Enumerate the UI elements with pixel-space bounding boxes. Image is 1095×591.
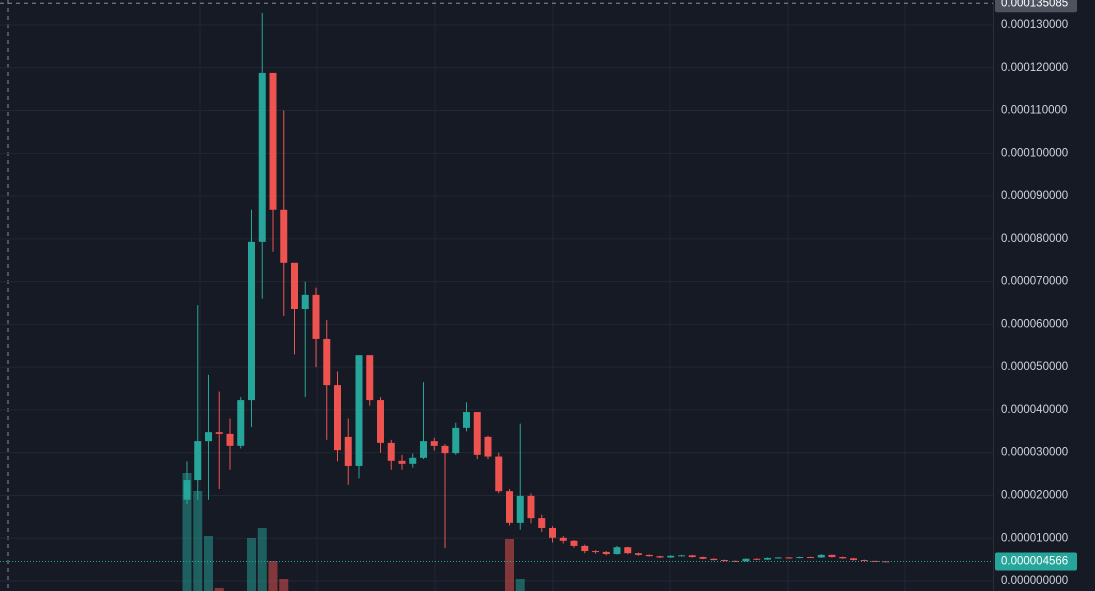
candle-body: [527, 495, 535, 519]
candle-body: [656, 556, 664, 558]
y-tick-label: 0.000080000: [1001, 233, 1068, 245]
candle-body: [258, 72, 266, 242]
volume-bar: [505, 539, 514, 591]
candle-body: [452, 427, 460, 454]
candle-body: [344, 436, 352, 466]
candle-body: [248, 241, 255, 401]
y-tick-label: 0.000070000: [1001, 276, 1068, 288]
y-tick-label: 0.000120000: [1001, 62, 1068, 74]
candle-body: [409, 457, 417, 464]
candle-body: [667, 555, 675, 558]
candle-body: [807, 557, 814, 559]
candle-body: [592, 551, 599, 553]
candle-body: [645, 554, 653, 557]
candle-body: [774, 557, 782, 559]
candle-body: [473, 412, 481, 455]
last-price-label: 0.000004566: [1001, 556, 1068, 568]
candle-body: [538, 518, 546, 528]
candle-body: [635, 553, 642, 555]
candle-body: [301, 294, 309, 309]
candle-body: [441, 445, 449, 454]
candle-body: [495, 456, 503, 492]
candle-body: [710, 558, 718, 561]
candle-body: [183, 480, 191, 500]
candle-body: [559, 537, 567, 541]
candle-body: [269, 72, 277, 210]
candle-body: [602, 551, 610, 555]
volume-bars: [182, 473, 525, 591]
crosshair-box: [995, 0, 1077, 13]
y-tick-label: 0.000100000: [1001, 147, 1068, 159]
candle-body: [516, 495, 524, 523]
candle-body: [398, 460, 406, 464]
candle-body: [860, 560, 868, 562]
crosshair-label: 0.000135085: [1001, 0, 1068, 9]
candle-body: [570, 540, 578, 546]
candle-body: [387, 442, 395, 461]
candle-body: [742, 558, 750, 562]
candle-body: [420, 441, 427, 458]
candle-body: [280, 209, 288, 263]
y-tick-label: 0.000010000: [1001, 532, 1068, 544]
candle-body: [430, 441, 438, 446]
candle-body: [334, 385, 341, 451]
candle-body: [613, 547, 621, 555]
candle-body: [215, 432, 223, 434]
candle-body: [764, 557, 771, 560]
volume-bar: [268, 561, 278, 591]
last-price-box: [995, 552, 1077, 571]
y-tick-label: 0.000090000: [1001, 190, 1068, 202]
candle-body: [226, 433, 234, 446]
candle-body: [484, 436, 492, 457]
volume-bar: [214, 588, 224, 591]
candle-body: [753, 558, 761, 560]
vertical-grid: [199, 0, 906, 591]
candle-body: [796, 557, 804, 559]
volume-bar: [204, 536, 213, 591]
candle-body: [312, 294, 320, 339]
candle-body: [581, 545, 589, 552]
volume-bar: [515, 579, 525, 591]
candle-body: [355, 355, 363, 466]
candle-body: [194, 441, 202, 481]
candle-body: [463, 412, 470, 428]
y-tick-label: 0.000110000: [1001, 105, 1067, 117]
horizontal-grid: [0, 24, 993, 582]
candle-body: [828, 554, 836, 558]
volume-bar: [247, 538, 256, 591]
candle-body: [688, 555, 696, 558]
y-tick-label: 0.000050000: [1001, 361, 1068, 373]
candle-body: [850, 558, 857, 561]
volume-bar: [279, 579, 289, 591]
candle-body: [699, 557, 707, 559]
y-tick-label: 0.000130000: [1001, 19, 1068, 31]
candle-body: [721, 560, 728, 562]
candle-body: [205, 432, 212, 442]
candle-body: [817, 554, 825, 558]
volume-bar: [182, 473, 192, 591]
y-tick-label: 0.000030000: [1001, 447, 1068, 459]
candle-body: [871, 560, 879, 562]
volume-bar: [257, 528, 267, 591]
candle-body: [624, 547, 632, 554]
y-tick-label: 0.000060000: [1001, 318, 1068, 330]
candle-body: [366, 355, 374, 401]
y-tick-label: 0.000020000: [1001, 489, 1068, 501]
candle-body: [237, 400, 245, 446]
candle-body: [839, 557, 847, 559]
candle-body: [377, 400, 384, 443]
y-tick-label: 0.000000000: [1001, 575, 1068, 587]
candle-body: [785, 557, 793, 559]
candle-body: [291, 262, 298, 309]
candle-body: [323, 338, 331, 386]
candle-body: [506, 491, 513, 523]
candles: [183, 13, 890, 563]
y-tick-label: 0.000040000: [1001, 404, 1068, 416]
candle-body: [549, 527, 556, 538]
candle-body: [678, 555, 685, 557]
volume-bar: [193, 491, 203, 591]
